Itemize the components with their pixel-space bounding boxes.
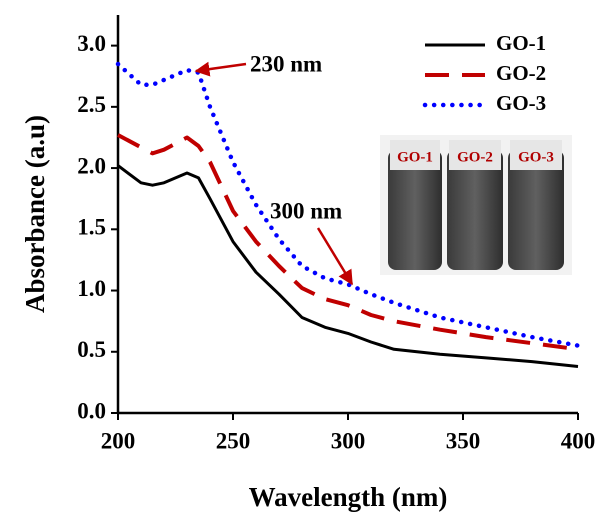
inset-label: GO-1 — [397, 149, 433, 165]
y-tick-label: 2.5 — [77, 92, 106, 117]
y-axis-label: Absorbance (a.u) — [20, 115, 50, 313]
y-tick-label: 3.0 — [77, 31, 106, 56]
x-tick-label: 400 — [561, 428, 596, 453]
inset-photo — [380, 135, 572, 275]
x-tick-label: 350 — [446, 428, 481, 453]
y-tick-label: 1.0 — [77, 276, 106, 301]
x-tick-label: 200 — [101, 428, 136, 453]
inset-label: GO-3 — [518, 149, 554, 165]
y-tick-label: 0.0 — [77, 398, 106, 423]
legend-label: GO-2 — [496, 61, 546, 85]
legend-label: GO-1 — [496, 31, 546, 55]
y-tick-label: 0.5 — [77, 337, 106, 362]
y-tick-label: 2.0 — [77, 153, 106, 178]
vial-cap — [510, 140, 562, 170]
annotation: 230 nm — [250, 51, 322, 76]
x-axis-label: Wavelength (nm) — [249, 482, 448, 512]
annotation: 300 nm — [270, 198, 342, 223]
x-tick-label: 250 — [216, 428, 251, 453]
vial-cap — [449, 140, 501, 170]
data-line — [117, 164, 579, 368]
x-tick-label: 300 — [331, 428, 366, 453]
annotation-arrow — [194, 61, 247, 77]
vial-cap — [390, 140, 440, 170]
vial — [388, 150, 442, 270]
annotation-arrow — [316, 227, 354, 286]
inset-label: GO-2 — [457, 149, 493, 165]
vial — [447, 150, 503, 270]
legend-label: GO-3 — [496, 91, 546, 115]
vial — [508, 150, 564, 270]
y-tick-label: 1.5 — [77, 215, 106, 240]
data-line — [115, 61, 581, 348]
data-line — [117, 133, 579, 352]
